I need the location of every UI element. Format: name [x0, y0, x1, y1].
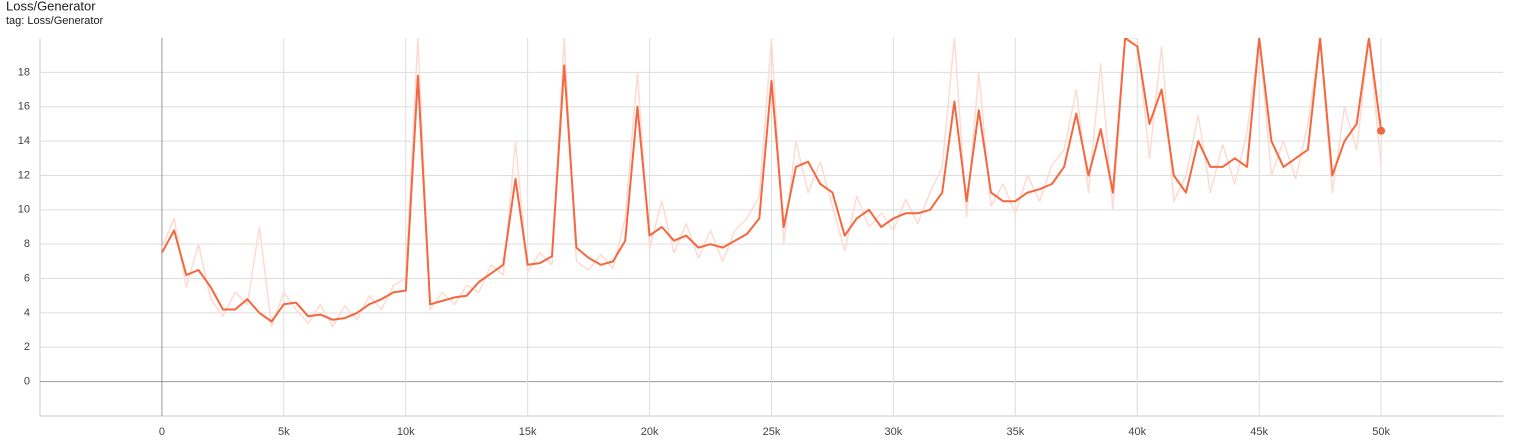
x-tick-label: 15k	[519, 426, 537, 438]
chart-subtitle: tag: Loss/Generator	[6, 15, 104, 27]
series-line	[161, 38, 1382, 328]
x-tick-label: 30k	[885, 426, 903, 438]
last-point	[1377, 126, 1386, 135]
x-tick-label: 25k	[763, 426, 781, 438]
plot-area	[161, 38, 1383, 328]
y-tick-label: 8	[24, 238, 30, 250]
y-tick-label: 0	[24, 376, 30, 388]
y-tick-label: 6	[24, 272, 30, 284]
series-line	[161, 38, 1383, 323]
x-tick-label: 10k	[397, 426, 415, 438]
x-tick-label: 50k	[1372, 426, 1390, 438]
y-tick-label: 2	[24, 341, 30, 353]
y-tick-label: 18	[18, 66, 30, 78]
y-tick-label: 14	[18, 135, 30, 147]
y-tick-label: 4	[24, 307, 30, 319]
x-tick-label: 0	[159, 426, 165, 438]
y-tick-label: 10	[18, 204, 30, 216]
y-tick-label: 12	[18, 169, 30, 181]
y-tick-label: 16	[18, 101, 30, 113]
x-tick-label: 35k	[1006, 426, 1024, 438]
x-tick-label: 45k	[1250, 426, 1268, 438]
x-tick-label: 5k	[278, 426, 290, 438]
x-tick-label: 40k	[1128, 426, 1146, 438]
chart-title: Loss/Generator	[6, 0, 96, 13]
x-tick-label: 20k	[641, 426, 659, 438]
